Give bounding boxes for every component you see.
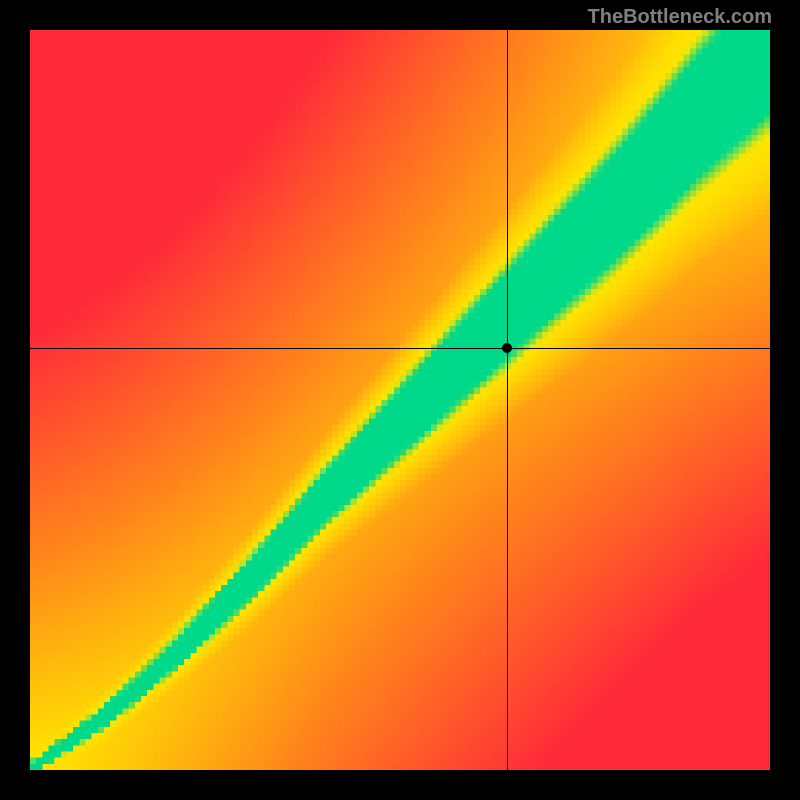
chart-container: TheBottleneck.com — [0, 0, 800, 800]
watermark-text: TheBottleneck.com — [588, 6, 772, 29]
crosshair-vertical — [507, 30, 508, 770]
heatmap-canvas — [30, 30, 770, 770]
crosshair-horizontal — [30, 348, 770, 349]
marker-dot — [502, 343, 512, 353]
